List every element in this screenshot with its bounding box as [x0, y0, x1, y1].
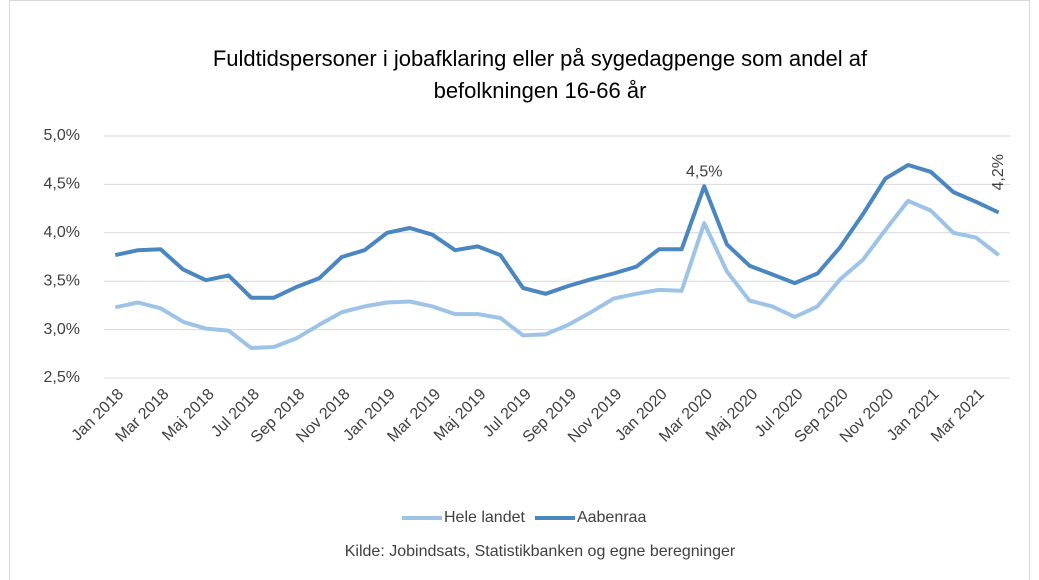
data-line [114, 198, 1000, 350]
legend-label: Aabenraa [577, 509, 646, 526]
chart-title: befolkningen 16-66 år [434, 78, 647, 103]
chart-frame [9, 0, 1030, 580]
data-line [114, 163, 1000, 300]
chart-title: Fuldtidspersoner i jobafklaring eller på… [213, 46, 868, 71]
source-note: Kilde: Jobindsats, Statistikbanken og eg… [345, 543, 736, 560]
data-label: 4,2% [990, 154, 1007, 190]
y-tick-label: 3,5% [44, 272, 80, 289]
y-tick-label: 2,5% [44, 369, 80, 386]
y-tick-label: 4,0% [44, 224, 80, 241]
data-label: 4,5% [686, 164, 722, 181]
y-tick-label: 3,0% [44, 321, 80, 338]
y-tick-label: 4,5% [44, 176, 80, 193]
legend-label: Hele landet [444, 509, 526, 526]
y-tick-label: 5,0% [44, 127, 80, 144]
